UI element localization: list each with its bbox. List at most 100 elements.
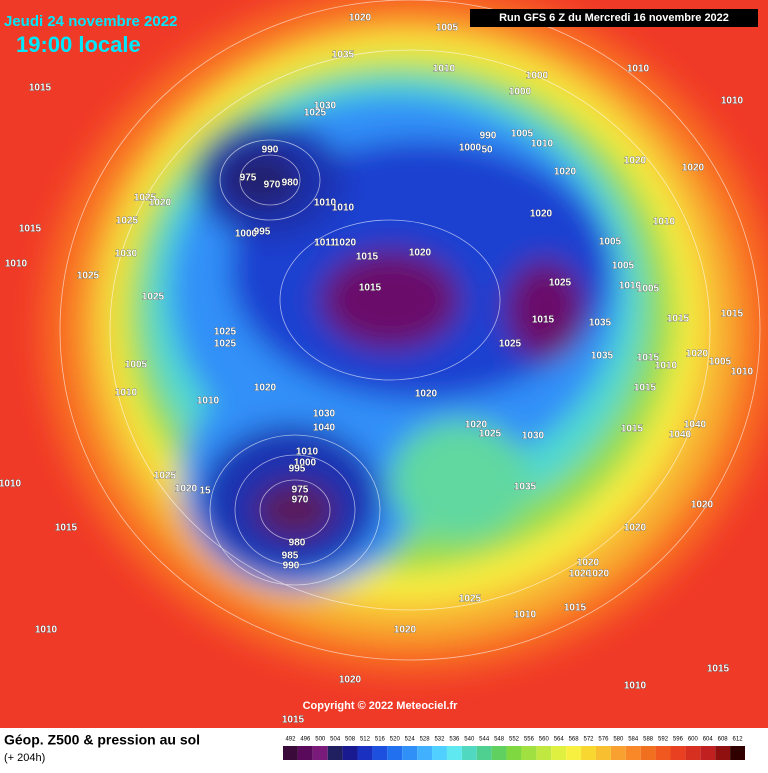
isobar-label: 1005: [511, 129, 534, 140]
scale-label: 600: [688, 737, 699, 743]
isobar-label: 1035: [589, 318, 612, 329]
isobar-label: 1020: [554, 167, 577, 178]
isobar-label: 1020: [569, 569, 592, 580]
scale-swatch: [521, 746, 537, 760]
isobar-label: 1015: [55, 523, 78, 534]
isobar-label: 1030: [313, 409, 336, 420]
scale-swatch: [446, 746, 462, 760]
scale-label: 612: [733, 737, 744, 743]
copyright: Copyright © 2022 Meteociel.fr: [303, 700, 459, 712]
scale-label: 572: [584, 737, 595, 743]
isobar-label: 1020: [254, 383, 277, 394]
isobar-label: 990: [480, 131, 497, 142]
isobar-label: 1020: [394, 625, 417, 636]
scale-swatch: [312, 746, 328, 760]
isobar-label: 1020: [334, 238, 357, 249]
isobar-label: 1000: [526, 71, 549, 82]
scale-label: 560: [539, 737, 550, 743]
scale-swatch: [387, 746, 403, 760]
isobar-label: 1015: [637, 353, 660, 364]
isobar-label: 1020: [415, 389, 438, 400]
scale-label: 580: [613, 737, 624, 743]
scale-swatch: [536, 746, 552, 760]
isobar-label: 1010: [721, 96, 744, 107]
isobar-label: 1035: [332, 50, 355, 61]
isobar-label: 1015: [707, 664, 730, 675]
isobar-label: 1010: [433, 64, 456, 75]
scale-label: 512: [360, 737, 371, 743]
isobar-label: 1020: [530, 209, 553, 220]
scale-label: 496: [300, 737, 311, 743]
run-box: [470, 9, 758, 27]
isobar-label: 995: [254, 227, 271, 238]
scale-label: 508: [345, 737, 356, 743]
isobar-label: 1020: [624, 523, 647, 534]
isobar-label: 1010: [655, 361, 678, 372]
scale-label: 528: [420, 737, 431, 743]
isobar-label: 1010: [627, 64, 650, 75]
footer-title: Géop. Z500 & pression au sol: [4, 732, 200, 748]
scale-swatch: [655, 746, 671, 760]
scale-swatch: [640, 746, 656, 760]
scale-label: 588: [643, 737, 654, 743]
scale-swatch: [625, 746, 641, 760]
isobar-label: 1020: [349, 13, 372, 24]
isobar-label: 995: [289, 464, 306, 475]
isobar-label: 1010: [332, 203, 355, 214]
scale-swatch: [566, 746, 582, 760]
isobar-label: 1015: [721, 309, 744, 320]
scale-label: 536: [449, 737, 460, 743]
isobar-label: 1025: [499, 339, 522, 350]
scale-label: 552: [509, 737, 520, 743]
isobar-label: 1025: [214, 327, 237, 338]
isobars: [59, 0, 761, 661]
isobar-label: 1030: [314, 101, 337, 112]
scale-label: 556: [524, 737, 535, 743]
scale-swatch: [402, 746, 418, 760]
isobar-label: 1020: [409, 248, 432, 259]
isobar-label: 1025: [304, 108, 327, 119]
isobar-label: 1005: [612, 261, 635, 272]
isobar-label: 1000: [459, 143, 482, 154]
scale-swatch: [595, 746, 611, 760]
scale-label: 584: [628, 737, 639, 743]
isobar-label: 1020: [691, 500, 714, 511]
scale-label: 520: [390, 737, 401, 743]
isobar-label: 1020: [577, 558, 600, 569]
isobar-label: 980: [282, 178, 299, 189]
isobar-label: 1025: [459, 594, 482, 605]
scale-swatch: [372, 746, 388, 760]
scale-swatch: [297, 746, 313, 760]
isobar-label: 1020: [465, 420, 488, 431]
isobar-label: 1010: [115, 388, 138, 399]
isobar-label: 1011: [314, 238, 336, 249]
date: Jeudi 24 novembre 2022: [4, 13, 177, 30]
isobar-label: 1015: [532, 315, 555, 326]
scale-label: 604: [703, 737, 714, 743]
isobar-label: 1020: [624, 156, 647, 167]
isobar-label: 1025: [77, 271, 100, 282]
isobar-label: 1035: [591, 351, 614, 362]
isobar-label: 990: [262, 145, 279, 156]
scale-swatch: [551, 746, 567, 760]
isobar-label: 1015: [19, 224, 42, 235]
scale-swatch: [670, 746, 686, 760]
isobar-label: 1010: [624, 681, 647, 692]
isobar-label: 1030: [115, 249, 138, 260]
scale-label: 524: [405, 737, 416, 743]
isobar-label: 50: [481, 145, 493, 156]
isobar-label: 1010: [314, 198, 337, 209]
isobar-label: 1025: [142, 292, 165, 303]
scale-label: 564: [554, 737, 565, 743]
isobar-label: 1010: [731, 367, 754, 378]
scale-label: 504: [330, 737, 341, 743]
isobar-label: 1015: [29, 83, 52, 94]
isobar-label: 1000: [294, 458, 317, 469]
isobar-label: 1015: [359, 283, 382, 294]
isobar-label: 1015: [634, 383, 657, 394]
scale-label: 500: [315, 737, 326, 743]
isobar-label: 1015: [667, 314, 690, 325]
scale-swatch: [342, 746, 358, 760]
geopotential-field: [40, 0, 768, 675]
